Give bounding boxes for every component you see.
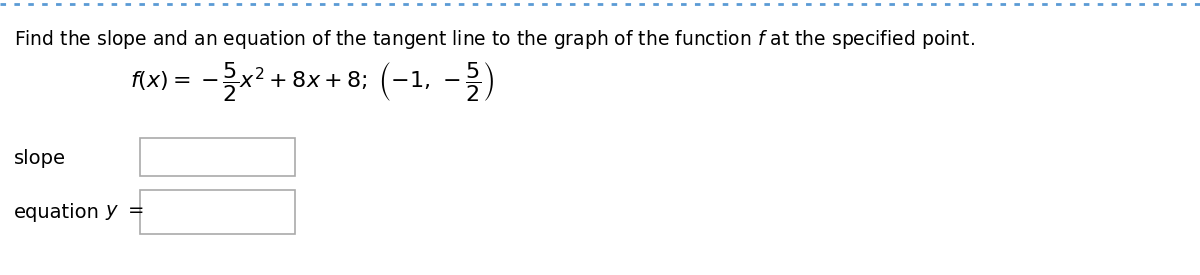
- Text: $y\ =$: $y\ =$: [106, 202, 144, 221]
- FancyBboxPatch shape: [140, 138, 295, 176]
- Text: $f(x) = -\dfrac{5}{2}x^2 + 8x + 8;\; \left(-1,\, -\dfrac{5}{2}\right)$: $f(x) = -\dfrac{5}{2}x^2 + 8x + 8;\; \le…: [130, 60, 494, 103]
- Text: Find the slope and an equation of the tangent line to the graph of the function : Find the slope and an equation of the ta…: [14, 28, 974, 51]
- FancyBboxPatch shape: [140, 190, 295, 234]
- Text: slope: slope: [14, 148, 66, 167]
- Text: equation: equation: [14, 202, 100, 221]
